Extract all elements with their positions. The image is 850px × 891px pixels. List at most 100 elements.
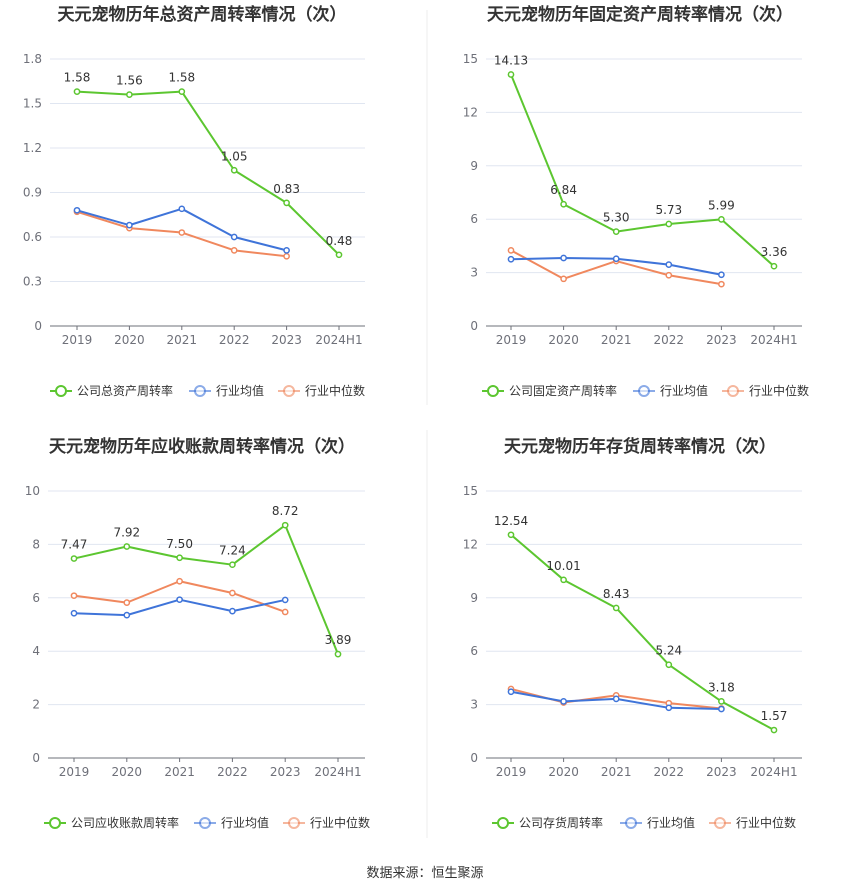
x-tick-label: 2021 bbox=[167, 333, 198, 347]
legend-marker-icon bbox=[49, 817, 61, 829]
data-label: 7.50 bbox=[166, 537, 193, 551]
series-line-company bbox=[510, 74, 775, 267]
data-point-avg bbox=[560, 698, 567, 705]
data-point-company bbox=[230, 166, 238, 174]
x-tick-label: 2020 bbox=[112, 765, 143, 779]
data-point-median bbox=[178, 229, 186, 236]
x-tick-label: 2022 bbox=[217, 765, 248, 779]
data-label: 1.56 bbox=[116, 74, 143, 88]
x-tick-label: 2023 bbox=[706, 765, 737, 779]
chart-title: 天元宠物历年固定资产周转率情况（次） bbox=[487, 4, 793, 25]
data-point-company bbox=[560, 200, 567, 208]
data-point-avg bbox=[718, 705, 725, 713]
legend-label: 行业均值 bbox=[216, 383, 264, 398]
legend-item-company[interactable]: 公司存货周转率 bbox=[492, 815, 603, 830]
y-tick-label: 0 bbox=[470, 319, 478, 333]
y-tick-label: 0.9 bbox=[23, 186, 42, 200]
x-tick-label: 2023 bbox=[270, 765, 301, 779]
series-line-company bbox=[73, 524, 339, 655]
y-tick-label: 15 bbox=[463, 484, 478, 498]
data-label: 8.43 bbox=[603, 587, 630, 601]
legend-marker-icon bbox=[727, 385, 739, 397]
legend-item-company[interactable]: 公司总资产周转率 bbox=[50, 383, 173, 398]
data-point-company bbox=[334, 650, 342, 658]
legend-label: 公司应收账款周转率 bbox=[71, 815, 179, 830]
y-tick-label: 12 bbox=[463, 537, 478, 551]
data-label: 12.54 bbox=[494, 514, 528, 528]
data-point-avg bbox=[718, 271, 725, 279]
y-tick-label: 0 bbox=[32, 751, 40, 765]
data-point-company bbox=[123, 543, 131, 550]
y-tick-label: 4 bbox=[32, 644, 40, 658]
data-point-company bbox=[612, 604, 620, 612]
chart-panel-3: 天元宠物历年应收账款周转率情况（次） 0 2 4 6 8 10 2019 2020 2021 202… bbox=[25, 436, 370, 830]
x-tick-label: 2022 bbox=[654, 333, 685, 347]
legend-item-company[interactable]: 公司应收账款周转率 bbox=[44, 815, 179, 830]
legend-item-avg[interactable]: 行业均值 bbox=[620, 815, 695, 830]
legend-item-company[interactable]: 公司固定资产周转率 bbox=[482, 383, 617, 398]
x-tick-label: 2024H1 bbox=[314, 765, 361, 779]
data-point-company bbox=[126, 91, 133, 98]
y-tick-label: 10 bbox=[25, 484, 40, 498]
data-point-avg bbox=[665, 704, 673, 712]
legend-marker-icon bbox=[283, 385, 295, 397]
legend-marker-icon bbox=[194, 385, 206, 397]
legend-label: 公司存货周转率 bbox=[519, 815, 603, 830]
data-label: 14.13 bbox=[494, 53, 528, 67]
x-tick-label: 2020 bbox=[114, 333, 145, 347]
y-tick-label: 0 bbox=[470, 751, 478, 765]
x-tick-label: 2023 bbox=[706, 333, 737, 347]
y-tick-label: 2 bbox=[32, 698, 40, 712]
data-point-company bbox=[718, 216, 725, 223]
x-tick-label: 2024H1 bbox=[315, 333, 362, 347]
data-point-median bbox=[560, 275, 567, 283]
y-tick-label: 6 bbox=[470, 644, 478, 658]
x-tick-label: 2024H1 bbox=[750, 765, 797, 779]
chart-title: 天元宠物历年存货周转率情况（次） bbox=[504, 436, 776, 457]
data-point-company bbox=[335, 251, 343, 259]
data-point-company bbox=[176, 554, 183, 562]
legend-item-median[interactable]: 行业中位数 bbox=[709, 815, 796, 830]
data-point-median bbox=[718, 280, 725, 288]
legend-item-avg[interactable]: 行业均值 bbox=[633, 383, 708, 398]
data-label: 5.73 bbox=[655, 203, 682, 217]
y-tick-label: 6 bbox=[32, 591, 40, 605]
data-point-avg bbox=[230, 233, 238, 241]
x-tick-label: 2024H1 bbox=[750, 333, 797, 347]
legend-item-median[interactable]: 行业中位数 bbox=[278, 383, 365, 398]
data-point-avg bbox=[70, 609, 78, 617]
data-point-avg bbox=[126, 221, 133, 229]
legend-marker-icon bbox=[487, 385, 499, 397]
data-point-avg bbox=[283, 247, 290, 254]
series-line-company bbox=[76, 90, 340, 256]
legend-label: 行业均值 bbox=[660, 383, 708, 398]
data-point-median bbox=[283, 252, 290, 260]
chart-panel-4: 天元宠物历年存货周转率情况（次） 0 3 6 9 12 15 2019 2020 2021 2022… bbox=[463, 436, 802, 830]
data-point-median bbox=[123, 599, 131, 606]
series-line-company bbox=[510, 534, 775, 731]
legend-marker-icon bbox=[714, 817, 726, 829]
legend-item-median[interactable]: 行业中位数 bbox=[722, 383, 809, 398]
data-point-median bbox=[70, 592, 78, 600]
data-point-avg bbox=[178, 205, 186, 213]
y-tick-label: 0.3 bbox=[23, 275, 42, 289]
y-tick-label: 9 bbox=[470, 591, 478, 605]
legend-label: 行业中位数 bbox=[310, 815, 370, 830]
y-tick-label: 0.6 bbox=[23, 230, 42, 244]
legend-item-avg[interactable]: 行业均值 bbox=[194, 815, 269, 830]
data-point-avg bbox=[507, 255, 515, 263]
data-label: 10.01 bbox=[546, 559, 580, 573]
data-label: 5.99 bbox=[708, 198, 735, 212]
data-point-median bbox=[665, 271, 673, 279]
chart-title: 天元宠物历年应收账款周转率情况（次） bbox=[49, 436, 355, 457]
data-point-median bbox=[176, 577, 183, 585]
y-tick-label: 12 bbox=[463, 105, 478, 119]
y-tick-label: 1.8 bbox=[23, 52, 42, 66]
legend-item-avg[interactable]: 行业均值 bbox=[189, 383, 264, 398]
data-point-company bbox=[718, 698, 725, 705]
legend-label: 公司固定资产周转率 bbox=[509, 383, 617, 398]
legend-label: 行业中位数 bbox=[305, 383, 365, 398]
legend-label: 行业中位数 bbox=[749, 383, 809, 398]
legend-item-median[interactable]: 行业中位数 bbox=[283, 815, 370, 830]
x-tick-label: 2019 bbox=[62, 333, 93, 347]
